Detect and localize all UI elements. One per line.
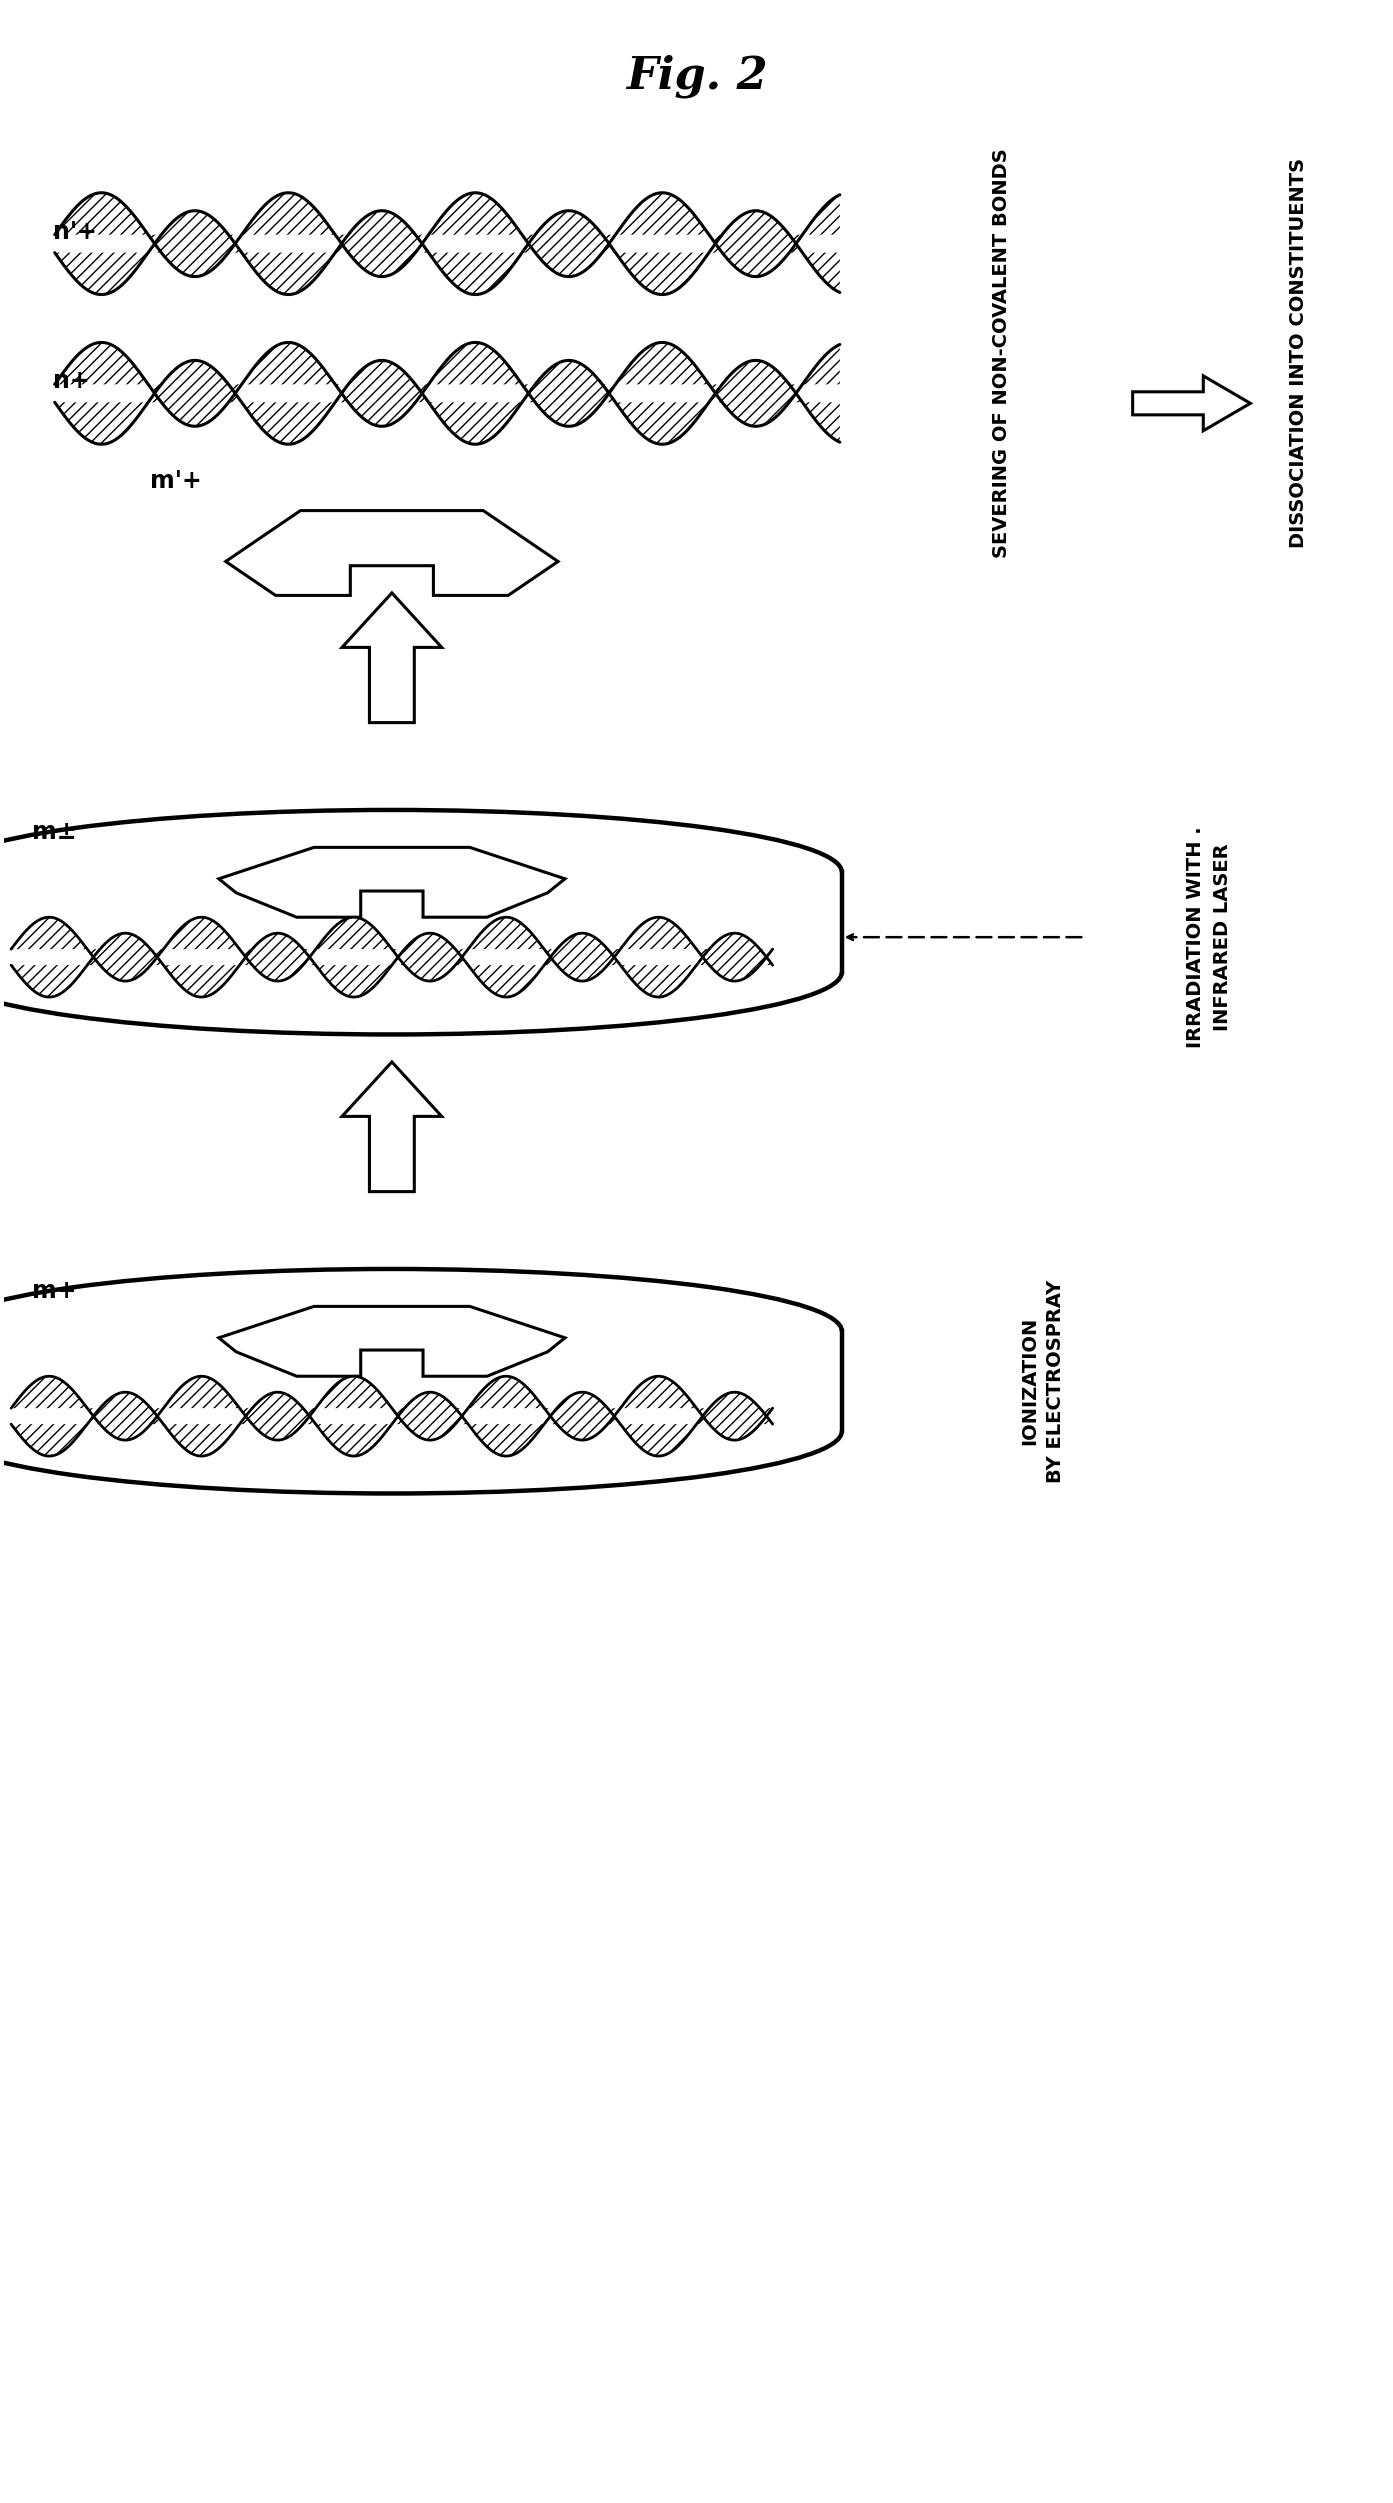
Polygon shape	[1133, 375, 1251, 431]
Polygon shape	[343, 593, 442, 723]
Polygon shape	[219, 849, 566, 916]
Text: m+: m+	[32, 1279, 77, 1304]
Text: n'+: n'+	[53, 220, 96, 243]
Text: IONIZATION
BY ELECTROSPRAY: IONIZATION BY ELECTROSPRAY	[1020, 1279, 1066, 1482]
Polygon shape	[226, 511, 559, 596]
Text: Fig. 2: Fig. 2	[625, 55, 768, 98]
Polygon shape	[219, 1307, 566, 1377]
Text: n+: n+	[53, 370, 89, 393]
Text: SEVERING OF NON-COVALENT BONDS: SEVERING OF NON-COVALENT BONDS	[992, 148, 1011, 558]
Text: IRRADIATION WITH .
INFRARED LASER: IRRADIATION WITH . INFRARED LASER	[1185, 826, 1231, 1049]
Polygon shape	[343, 1061, 442, 1191]
Text: DISSOCIATION INTO CONSTITUENTS: DISSOCIATION INTO CONSTITUENTS	[1290, 158, 1308, 548]
Text: m±: m±	[32, 821, 77, 844]
Text: m'+: m'+	[149, 468, 202, 493]
